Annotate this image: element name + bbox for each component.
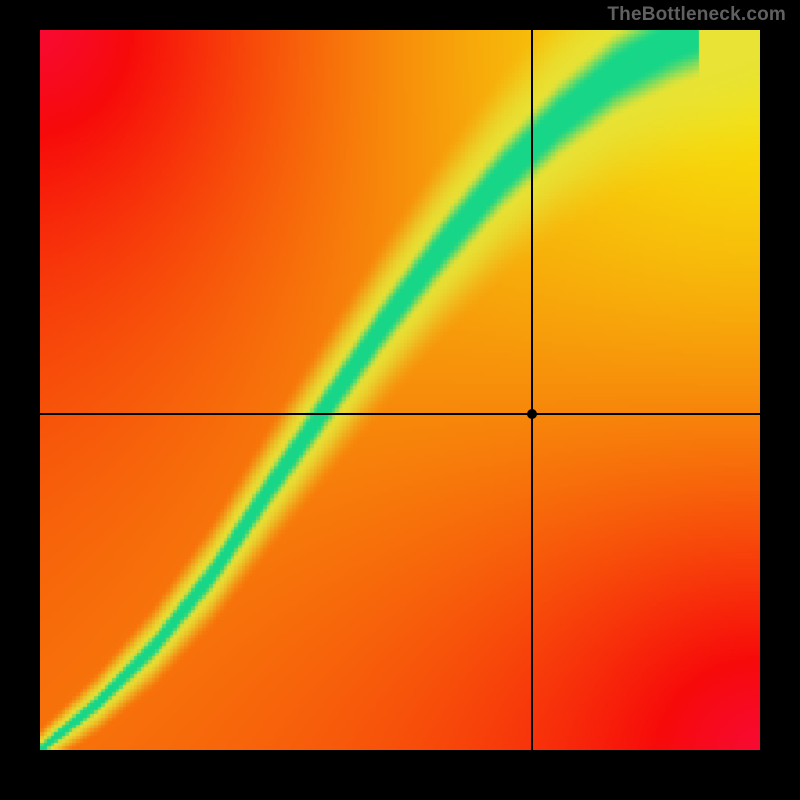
crosshair-vertical [531,30,533,750]
plot-area [40,30,760,750]
crosshair-horizontal [40,413,760,415]
attribution-text: TheBottleneck.com [607,4,786,26]
heatmap-canvas [40,30,760,750]
crosshair-marker [527,409,537,419]
chart-container: TheBottleneck.com [0,0,800,800]
